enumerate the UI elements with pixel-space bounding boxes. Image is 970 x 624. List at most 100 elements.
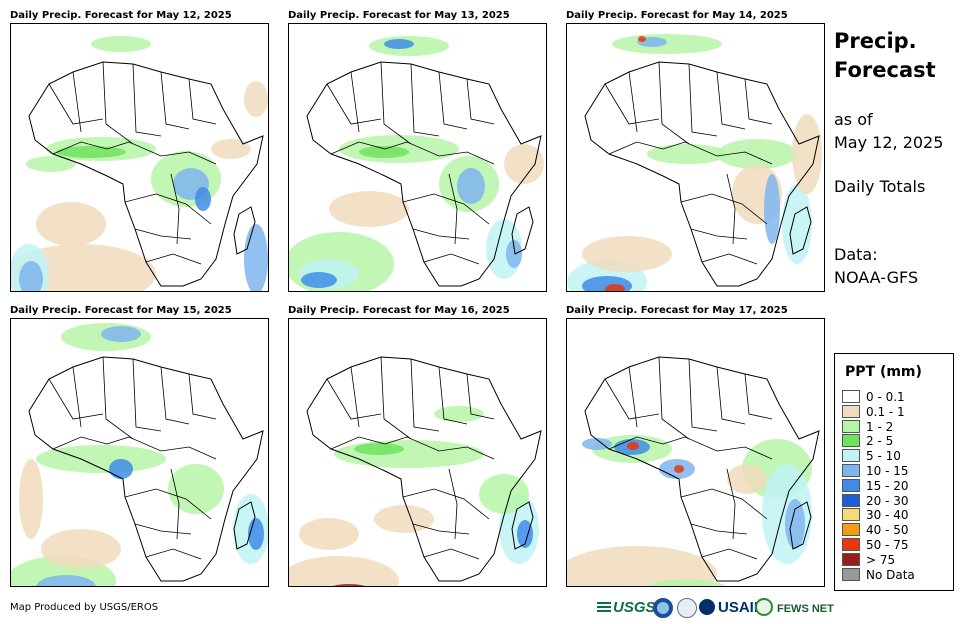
precip-area: [792, 114, 822, 194]
country-border: [134, 228, 192, 240]
precip-area: [109, 459, 133, 479]
country-border: [188, 373, 217, 420]
country-border: [124, 488, 212, 520]
coastline: [584, 61, 820, 287]
country-border: [124, 193, 212, 225]
precip-area: [101, 326, 141, 342]
legend-swatch: [842, 523, 860, 537]
precip-area: [567, 546, 717, 586]
country-border: [701, 253, 758, 265]
country-border: [134, 523, 192, 535]
precip-area: [647, 144, 727, 164]
map-credit: Map Produced by USGS/EROS: [10, 602, 159, 613]
legend-swatch: [842, 419, 860, 433]
country-border: [412, 523, 470, 535]
africa-precip-map: [567, 356, 820, 586]
precip-area: [334, 440, 484, 468]
legend-item: 0.1 - 1: [842, 404, 905, 420]
precip-area: [19, 459, 43, 539]
country-border: [380, 61, 412, 145]
precip-area: [91, 36, 151, 52]
country-border: [448, 173, 458, 245]
precip-map: [288, 23, 547, 292]
data-source: NOAA-GFS: [834, 268, 919, 287]
country-border: [72, 366, 82, 428]
coastline: [28, 61, 264, 287]
precip-area: [506, 240, 522, 268]
country-border: [628, 71, 638, 133]
country-border: [350, 366, 360, 428]
legend-label: 5 - 10: [866, 449, 901, 464]
country-border: [132, 358, 162, 432]
precip-area: [627, 442, 639, 450]
country-border: [170, 468, 180, 540]
coastline: [306, 61, 542, 287]
precip-area: [717, 139, 797, 169]
precip-area: [211, 139, 251, 159]
country-border: [145, 548, 202, 560]
sidebar-title: Precip. Forecast: [834, 27, 936, 85]
country-border: [402, 488, 490, 520]
country-border: [52, 141, 217, 165]
data-label: Data:: [834, 245, 878, 264]
precip-area: [36, 445, 166, 473]
legend-swatch: [842, 552, 860, 566]
country-border: [170, 173, 180, 245]
sidebar-title-line2: Forecast: [834, 58, 936, 82]
panel-title: Daily Precip. Forecast for May 15, 2025: [10, 305, 232, 316]
coastline: [789, 501, 812, 550]
fews-net-logo: FEWS NET: [755, 598, 834, 618]
sidebar-period: Daily Totals: [834, 177, 926, 196]
precip-map: [10, 318, 269, 587]
precip-area: [301, 272, 337, 288]
panel-title: Daily Precip. Forecast for May 12, 2025: [10, 10, 232, 21]
country-border: [744, 373, 773, 420]
country-border: [658, 356, 690, 440]
precip-area: [785, 499, 805, 549]
precip-area: [648, 579, 726, 586]
sidebar-as-of: as of May 12, 2025: [834, 108, 943, 154]
country-border: [102, 61, 134, 145]
africa-precip-map: [11, 323, 268, 586]
country-border: [412, 228, 470, 240]
agency-logos: USGS USAID FEWS NET: [597, 598, 834, 620]
country-border: [102, 356, 134, 440]
legend-item: 50 - 75: [842, 538, 909, 553]
legend-item: 2 - 5: [842, 434, 893, 449]
precip-map: [566, 318, 825, 587]
sidebar-title-line1: Precip.: [834, 29, 917, 53]
precip-area: [244, 224, 268, 291]
country-border: [608, 436, 773, 460]
country-border: [680, 193, 768, 225]
country-border: [132, 63, 162, 137]
country-border: [326, 378, 382, 420]
precip-area: [612, 34, 722, 54]
africa-precip-map: [567, 34, 822, 291]
usaid-logo: USAID: [699, 598, 765, 618]
legend-item: 15 - 20: [842, 478, 909, 494]
legend-label: 20 - 30: [866, 493, 909, 508]
precip-area: [434, 406, 484, 422]
legend-item: 40 - 50: [842, 523, 909, 538]
coastline: [511, 501, 534, 550]
country-border: [604, 83, 660, 125]
country-border: [326, 83, 382, 125]
africa-precip-map: [11, 36, 268, 291]
legend-label: 0.1 - 1: [866, 404, 905, 419]
legend-label: 0 - 0.1: [866, 390, 905, 404]
country-border: [628, 366, 638, 428]
legend-swatch: [842, 493, 860, 507]
country-border: [410, 358, 440, 432]
noaa-logo-inner: [657, 602, 669, 614]
fews-net-logo-text: FEWS NET: [777, 603, 834, 615]
legend-swatch: [842, 538, 860, 551]
precip-map: [566, 23, 825, 292]
country-border: [690, 228, 748, 240]
precip-area: [41, 529, 121, 569]
country-border: [688, 63, 718, 137]
usaid-logo-text: USAID: [718, 599, 765, 616]
country-border: [423, 253, 480, 265]
country-border: [72, 71, 82, 133]
legend-label: > 75: [866, 552, 896, 567]
africa-precip-map: [289, 36, 544, 291]
